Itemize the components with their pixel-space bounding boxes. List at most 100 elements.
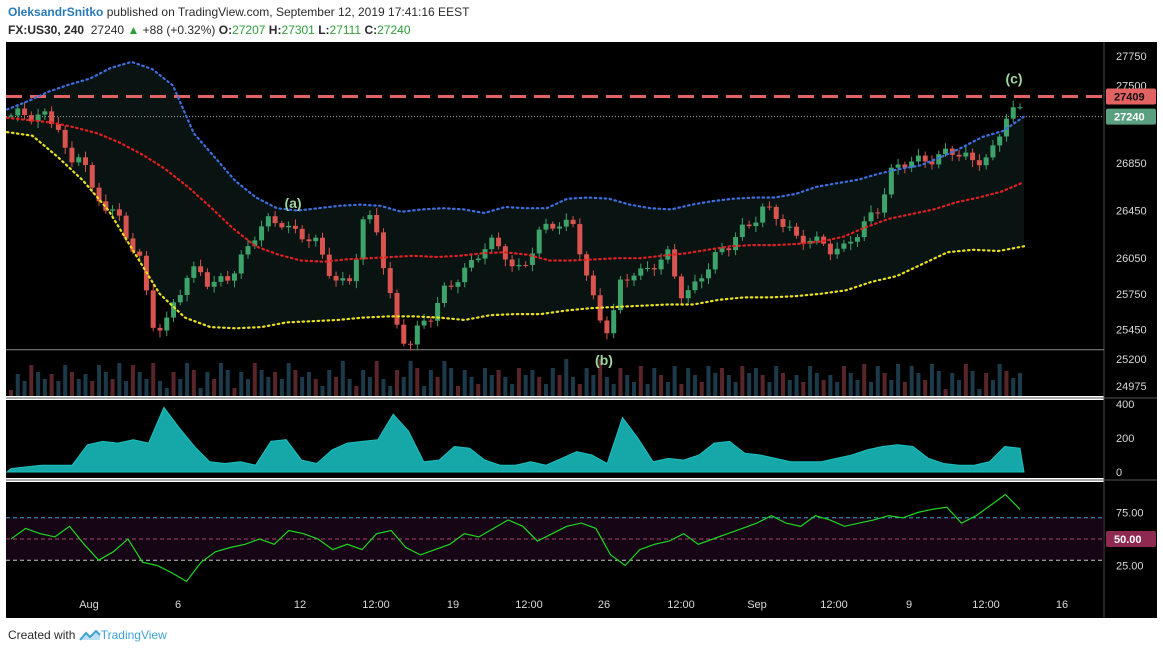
volume-bar <box>882 373 887 396</box>
price-axis-bg <box>1104 42 1157 618</box>
candle-body <box>597 295 603 321</box>
volume-bar <box>848 373 853 396</box>
candle-body <box>292 225 298 229</box>
volume-bar <box>279 379 284 396</box>
volume-bar <box>239 372 244 396</box>
volume-bar <box>794 375 799 396</box>
candle-body <box>719 248 725 253</box>
candle-body <box>584 254 590 276</box>
volume-bar <box>618 368 623 396</box>
volume-bar <box>306 372 311 396</box>
candle-body <box>455 282 461 287</box>
chart-svg[interactable]: (a)(b)(c)2775027500268502645026050257502… <box>5 42 1157 618</box>
candle-body <box>523 264 529 266</box>
volume-bar <box>638 366 643 396</box>
volume-bar <box>869 382 874 396</box>
candle-body <box>516 264 522 267</box>
time-tick-label: 12:00 <box>972 599 1000 611</box>
volume-bar <box>232 388 237 396</box>
candle-body <box>177 295 183 303</box>
volume-bar <box>29 365 34 396</box>
volume-bar <box>56 381 61 396</box>
candle-body <box>861 221 867 238</box>
atr-area <box>5 406 1025 473</box>
candle-body <box>841 243 847 249</box>
candle-body <box>367 214 373 220</box>
candle-body <box>374 214 380 233</box>
candle-body <box>89 165 95 188</box>
candle-body <box>827 243 833 255</box>
candle-body <box>218 276 224 282</box>
atr-tick-label: 200 <box>1116 433 1134 445</box>
candle-body <box>705 269 711 279</box>
candle-body <box>665 249 671 260</box>
volume-bar <box>178 379 183 396</box>
volume-bar <box>516 368 521 396</box>
volume-bar <box>591 375 596 396</box>
candle-body <box>976 160 982 166</box>
volume-bar <box>110 379 115 396</box>
candle-body <box>915 155 921 162</box>
volume-bar <box>151 363 156 396</box>
volume-bar <box>692 375 697 396</box>
volume-bar <box>218 363 223 396</box>
volume-bar <box>367 377 372 396</box>
time-tick-label: 12:00 <box>820 599 848 611</box>
volume-bar <box>841 366 846 396</box>
volume-bar <box>164 388 169 396</box>
bollinger-mid-line <box>5 116 1026 263</box>
volume-bar <box>1011 378 1016 396</box>
volume-bar <box>144 379 149 396</box>
candle-body <box>678 276 684 299</box>
candle-body <box>103 201 109 211</box>
volume-bar <box>90 381 95 396</box>
volume-bar <box>774 366 779 396</box>
chart-area[interactable]: (a) (b) (c) 27750 27500 26850 26450 26050 25750 2… <box>5 42 1157 618</box>
volume-bar <box>598 359 603 396</box>
volume-bar <box>510 384 515 396</box>
last-price-box <box>1106 108 1156 125</box>
volume-bar <box>252 363 257 396</box>
volume-bar <box>273 372 278 396</box>
volume-bar <box>571 377 576 396</box>
volume-bar <box>198 388 203 396</box>
candle-body <box>252 240 258 247</box>
candle-body <box>712 252 718 270</box>
volume-bar <box>415 368 420 396</box>
rsi-tick-label: 50.00 <box>1114 534 1142 546</box>
volume-bar <box>814 373 819 396</box>
rsi-mid-box <box>1106 531 1156 547</box>
candle-body <box>1017 107 1023 109</box>
bollinger-lower-line <box>5 131 1026 330</box>
author-link[interactable]: OleksandrSnitko <box>8 5 104 19</box>
volume-bar <box>625 375 630 396</box>
volume-bar <box>327 370 332 396</box>
wave-label: (a) <box>284 195 301 211</box>
candle-body <box>15 108 21 116</box>
candle-body <box>164 317 170 331</box>
candle-body <box>204 272 210 287</box>
candle-body <box>624 279 630 281</box>
candle-body <box>1010 107 1016 119</box>
tradingview-link[interactable]: TradingView <box>100 628 167 642</box>
time-tick-label: 12 <box>294 599 306 611</box>
volume-bar <box>801 382 806 396</box>
tradingview-logo-icon[interactable] <box>78 628 101 642</box>
volume-bar <box>584 368 589 396</box>
candle-body <box>766 206 772 208</box>
candle-body <box>462 267 468 283</box>
candle-body <box>868 212 874 222</box>
price-tick-label: 25750 <box>1116 289 1147 301</box>
candle-body <box>265 216 271 227</box>
candle-body <box>794 226 800 236</box>
volume-bar <box>394 370 399 396</box>
volume-bar <box>645 384 650 396</box>
volume-bar <box>69 372 74 396</box>
candle-body <box>882 194 888 213</box>
candle-body <box>895 164 901 168</box>
publish-info: OleksandrSnitko published on TradingView… <box>8 5 469 19</box>
candle-body <box>983 157 989 166</box>
candle-body <box>35 114 41 122</box>
candle-body <box>496 237 502 247</box>
ohlc-legend: FX:US30, 240 27240 ▲ +88 (+0.32%) O:2720… <box>8 23 411 37</box>
